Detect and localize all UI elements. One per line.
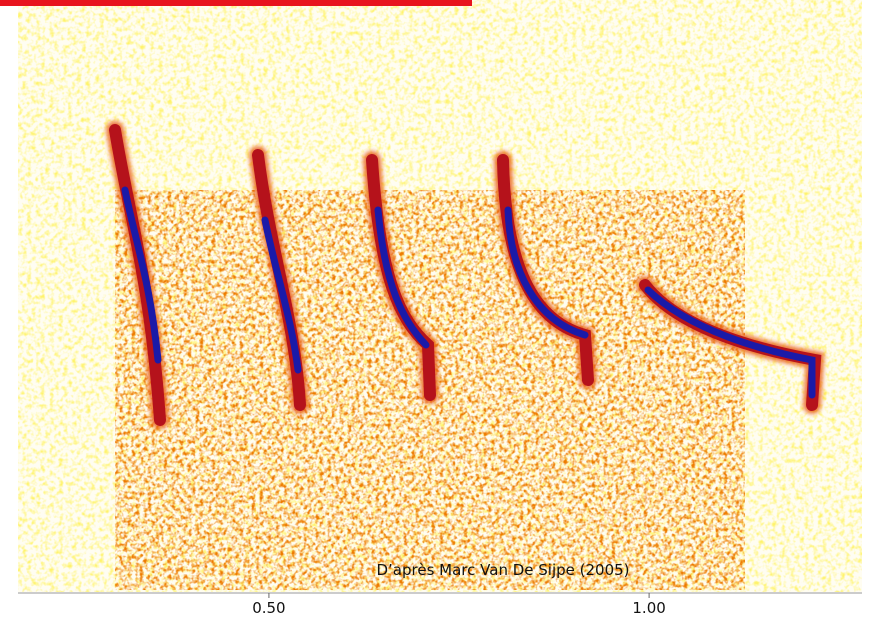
spectrogram: [0, 0, 862, 594]
top-bar: [0, 0, 472, 6]
x-tick-label: 1.00: [632, 599, 665, 617]
annotation: D’après Marc Van De Sijpe (2005): [376, 561, 629, 579]
x-tick-label: 0.50: [252, 599, 285, 617]
calls: [106, 121, 825, 429]
